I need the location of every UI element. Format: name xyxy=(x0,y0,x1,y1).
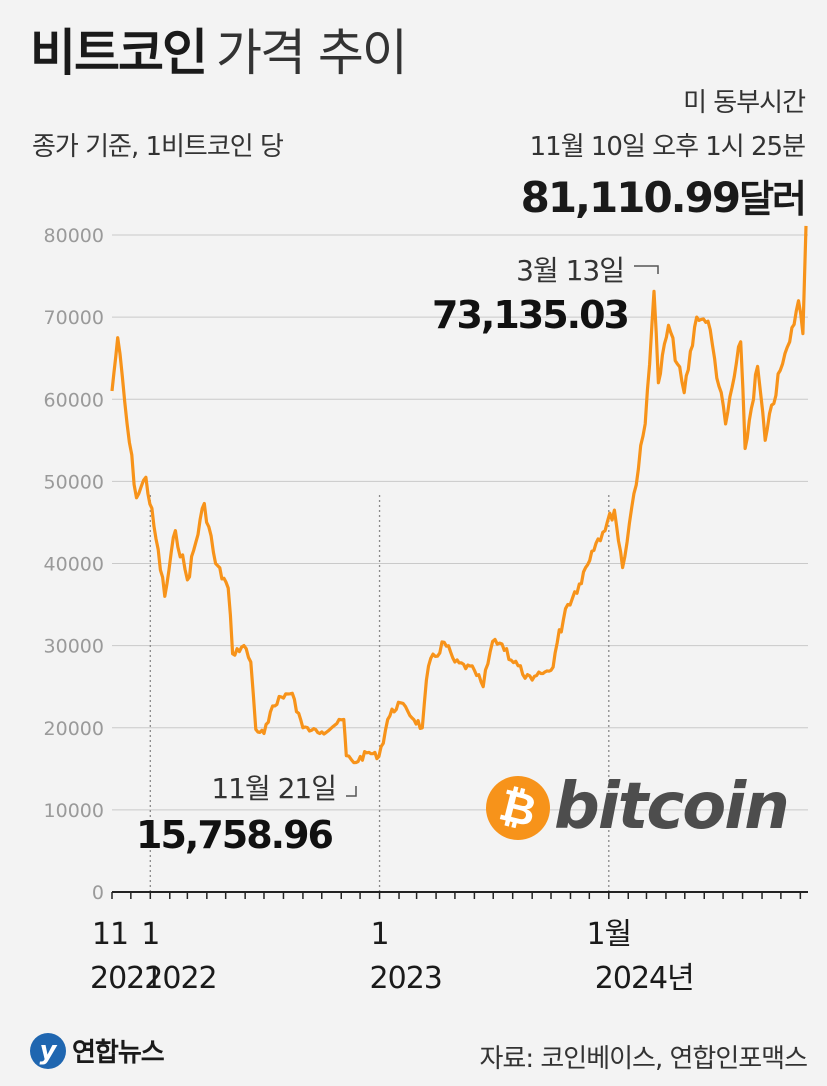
latest-price-unit: 달러 xyxy=(739,177,807,221)
y-tick-label: 30000 xyxy=(44,636,104,658)
y-tick-label: 60000 xyxy=(44,389,104,411)
bitcoin-wordmark: bitcoin xyxy=(554,770,790,844)
peak-marker xyxy=(634,265,659,274)
timezone-note: 미 동부시간 xyxy=(683,88,806,118)
price-line xyxy=(110,225,808,765)
latest-price-value: 81,110.99 xyxy=(520,173,741,222)
low-value-label: 15,758.96 xyxy=(136,813,333,857)
timestamp-note: 11월 10일 오후 1시 25분 xyxy=(529,132,806,162)
low-marker xyxy=(346,786,357,797)
chart-subtitle: 종가 기준, 1비트코인 당 xyxy=(32,132,284,162)
yonhap-brand: 연합뉴스 xyxy=(72,1038,165,1068)
y-tick-label: 40000 xyxy=(44,554,104,576)
bitcoin-icon: ₿ xyxy=(479,769,557,847)
y-tick-label: 50000 xyxy=(44,471,104,493)
peak-date-label: 3월 13일 xyxy=(516,254,624,287)
x-tick-year: 2022 xyxy=(144,961,216,996)
yonhap-icon: y xyxy=(30,1032,66,1069)
x-tick-month: 1 xyxy=(141,917,159,952)
x-tick-year: 2024년 xyxy=(595,961,694,996)
chart-gridlines xyxy=(112,234,808,892)
y-tick-label: 10000 xyxy=(44,800,104,822)
y-tick-label: 80000 xyxy=(44,225,104,247)
x-axis: 11 2021 1 2022 1 2023 1월 2024년 xyxy=(90,891,808,996)
y-tick-label: 0 xyxy=(92,882,104,904)
y-tick-label: 70000 xyxy=(44,307,104,329)
low-date-label: 11월 21일 xyxy=(211,772,336,805)
x-tick-year: 2023 xyxy=(370,961,442,996)
y-axis: 0 10000 20000 30000 40000 50000 60000 70000 8000… xyxy=(44,225,104,904)
x-tick-month: 11 xyxy=(92,917,128,952)
yonhap-logo: y 연합뉴스 xyxy=(30,1032,165,1076)
title-sub: 가격 추이 xyxy=(216,24,408,82)
chart-title: 비트코인 가격 추이 xyxy=(30,28,408,78)
y-tick-label: 20000 xyxy=(44,718,104,740)
x-tick-month: 1 xyxy=(371,917,389,952)
annotations: 3월 13일 73,135.03 11월 21일 15,758.96 xyxy=(136,254,659,857)
bitcoin-logo: ₿ bitcoin xyxy=(479,769,790,847)
peak-value-label: 73,135.03 xyxy=(432,293,628,337)
title-main: 비트코인 xyxy=(30,24,208,82)
x-tick-month: 1월 xyxy=(586,917,631,952)
x-tick-year: 2021 xyxy=(90,961,162,996)
source-note: 자료: 코인베이스, 연합인포맥스 xyxy=(479,1044,808,1074)
latest-price: 81,110.99달러 xyxy=(520,168,807,223)
